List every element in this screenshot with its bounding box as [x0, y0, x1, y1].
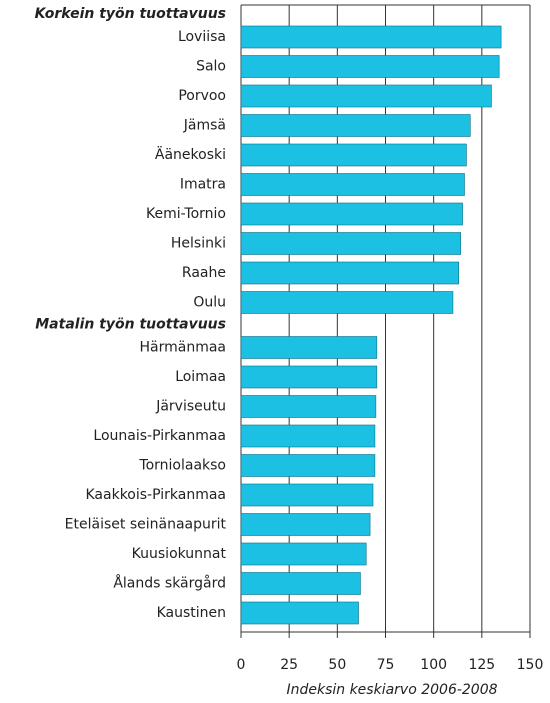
y-tick-label: Kuusiokunnat — [132, 546, 227, 562]
y-tick-label: Imatra — [180, 177, 226, 193]
bar — [240, 173, 465, 196]
bar — [240, 601, 359, 625]
y-tick-label: Äänekoski — [155, 145, 226, 163]
bar — [240, 424, 376, 448]
bar — [240, 365, 378, 389]
bar — [240, 84, 492, 108]
bar — [240, 143, 467, 167]
y-tick-label: Porvoo — [178, 88, 226, 104]
x-axis-title: Indeksin keskiarvo 2006-2008 — [286, 682, 497, 698]
bar — [240, 232, 461, 255]
x-tick-label: 25 — [280, 657, 298, 673]
bar — [240, 114, 471, 137]
bar — [240, 202, 463, 226]
bar — [240, 572, 361, 595]
bar — [240, 483, 374, 507]
x-tick-label: 125 — [468, 657, 495, 673]
bar — [240, 513, 371, 536]
y-tick-label: Raahe — [182, 265, 226, 281]
y-tick-label: Loviisa — [178, 29, 226, 45]
x-tick-label: 50 — [328, 657, 346, 673]
y-tick-label: Härmänmaa — [139, 340, 226, 356]
bar — [240, 336, 378, 359]
y-tick-label: Loimaa — [175, 369, 226, 385]
y-tick-label: Ålands skärgård — [113, 575, 226, 592]
y-tick-label: Järviseutu — [155, 399, 226, 415]
y-tick-label: Kemi-Tornio — [146, 206, 226, 222]
group-header: Korkein työn tuottavuus — [35, 6, 226, 22]
x-tick-label: 0 — [237, 657, 246, 673]
bar — [240, 395, 377, 418]
bar — [240, 55, 500, 78]
y-tick-label: Lounais-Pirkanmaa — [93, 428, 226, 444]
bar — [240, 454, 376, 477]
group-header: Matalin työn tuottavuus — [35, 317, 226, 333]
y-tick-label: Eteläiset seinänaapurit — [65, 517, 227, 533]
y-tick-label: Torniolaakso — [138, 458, 226, 474]
bar — [240, 542, 367, 566]
x-tick-label: 150 — [517, 657, 544, 673]
y-tick-label: Jämsä — [183, 118, 226, 134]
y-tick-label: Oulu — [193, 295, 226, 311]
x-tick-label: 100 — [420, 657, 447, 673]
y-tick-label: Kaakkois-Pirkanmaa — [86, 487, 227, 503]
bar — [240, 261, 460, 285]
x-tick-label: 75 — [377, 657, 395, 673]
bar — [240, 291, 454, 314]
y-tick-label: Kaustinen — [157, 605, 226, 621]
y-tick-label: Helsinki — [171, 236, 226, 252]
y-tick-label: Salo — [196, 59, 226, 75]
bar — [240, 25, 502, 49]
